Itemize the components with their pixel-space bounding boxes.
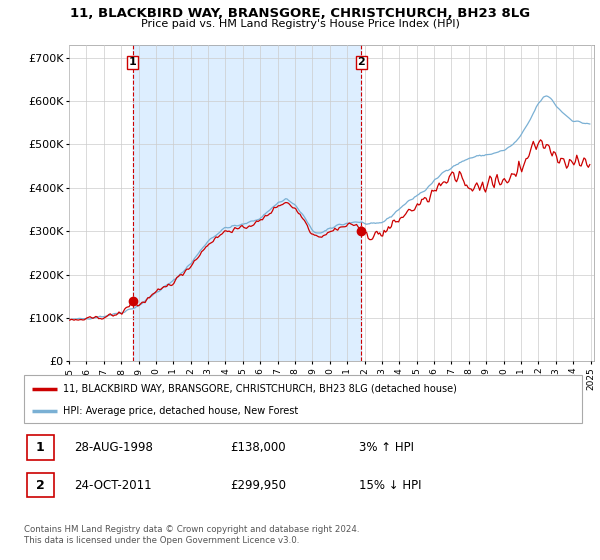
Text: 11, BLACKBIRD WAY, BRANSGORE, CHRISTCHURCH, BH23 8LG: 11, BLACKBIRD WAY, BRANSGORE, CHRISTCHUR… — [70, 7, 530, 20]
Text: 28-AUG-1998: 28-AUG-1998 — [74, 441, 153, 454]
Text: £138,000: £138,000 — [230, 441, 286, 454]
Text: 3% ↑ HPI: 3% ↑ HPI — [359, 441, 414, 454]
Text: Price paid vs. HM Land Registry's House Price Index (HPI): Price paid vs. HM Land Registry's House … — [140, 19, 460, 29]
Text: HPI: Average price, detached house, New Forest: HPI: Average price, detached house, New … — [63, 406, 298, 416]
Bar — [133, 45, 361, 361]
Text: 11, BLACKBIRD WAY, BRANSGORE, CHRISTCHURCH, BH23 8LG (detached house): 11, BLACKBIRD WAY, BRANSGORE, CHRISTCHUR… — [63, 384, 457, 394]
Text: Contains HM Land Registry data © Crown copyright and database right 2024.
This d: Contains HM Land Registry data © Crown c… — [24, 525, 359, 545]
Bar — [27, 473, 53, 497]
Text: 24-OCT-2011: 24-OCT-2011 — [74, 479, 152, 492]
Text: 1: 1 — [36, 441, 44, 454]
Bar — [27, 435, 53, 460]
Text: 15% ↓ HPI: 15% ↓ HPI — [359, 479, 421, 492]
Text: 1: 1 — [129, 58, 137, 67]
Text: 2: 2 — [358, 58, 365, 67]
Text: 2: 2 — [36, 479, 44, 492]
Text: £299,950: £299,950 — [230, 479, 286, 492]
